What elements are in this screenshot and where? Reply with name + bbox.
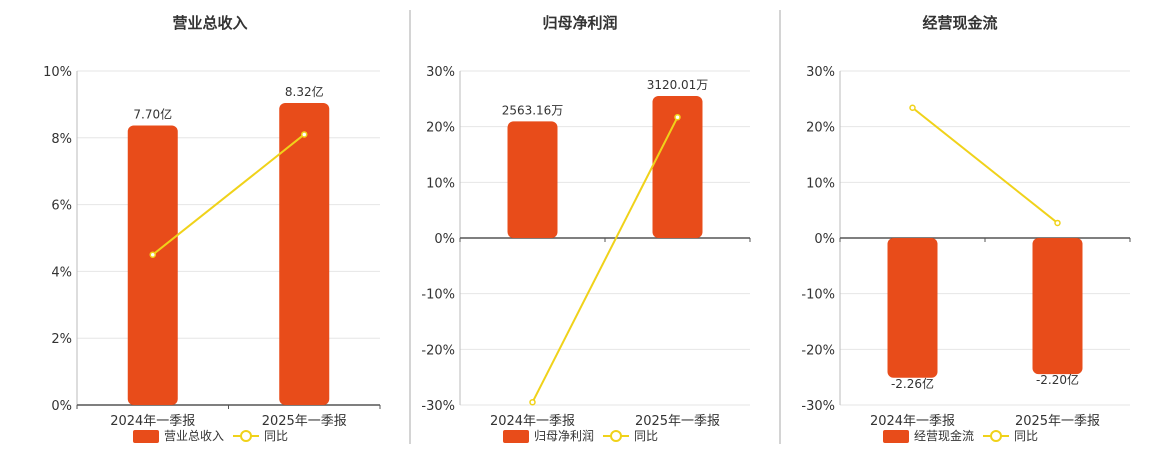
line-point [301,131,308,138]
line-series [911,106,1059,224]
y-tick-label: 10% [43,65,72,80]
y-tick-label: -10% [801,288,835,303]
y-tick-label: 30% [806,65,835,80]
legend-swatch-marker [610,430,622,442]
y-tick-label: 0% [51,399,72,414]
y-tick-label: -30% [801,399,835,414]
y-tick-label: 0% [434,232,455,247]
x-tick-label: 2025年一季报 [1015,414,1100,429]
legend-label: 营业总收入 [164,429,224,443]
data-label: 7.70亿 [133,106,172,121]
y-tick-label: 6% [51,199,72,214]
y-tick-label: 4% [51,265,72,280]
x-tick-label: 2025年一季报 [635,414,720,429]
data-label: 2563.16万 [502,103,564,117]
y-tick-label: 0% [814,232,835,247]
y-tick-label: 20% [806,121,835,136]
line-series [152,133,305,256]
y-tick-label: 10% [806,176,835,191]
legend-label: 经营现金流 [914,428,974,443]
bar [279,102,330,406]
x-tick-label: 2024年一季报 [870,414,955,429]
legend-label: 同比 [1014,429,1038,443]
data-label: -2.26亿 [891,376,934,391]
y-tick-label: -10% [421,288,455,303]
bar [127,125,178,406]
legend-swatch-marker [990,430,1002,442]
line-series [531,116,679,403]
line-point [674,113,681,121]
x-tick-label: 2024年一季报 [490,414,575,429]
data-label: -2.20亿 [1036,372,1079,387]
legend-swatch-bar [883,430,909,443]
x-tick-label: 2024年一季报 [110,414,195,429]
y-tick-label: -20% [421,343,455,358]
chart-title: 归母净利润 [542,14,617,32]
chart-title: 经营现金流 [922,14,997,32]
line-point [1054,219,1061,227]
legend-swatch-bar [133,430,159,443]
bar [652,96,703,238]
legend-label: 同比 [264,429,288,443]
line-point [529,398,536,406]
y-tick-label: 30% [426,65,455,80]
legend-label: 归母净利润 [534,429,594,443]
y-tick-label: 2% [51,332,72,347]
y-tick-label: -20% [801,343,835,358]
chart-title: 营业总收入 [172,14,247,32]
bar [887,238,938,378]
data-label: 8.32亿 [285,84,324,99]
legend-swatch-bar [503,430,529,443]
data-label: 3120.01万 [647,78,709,92]
legend-label: 同比 [634,429,658,443]
line-point [909,104,916,111]
line-point [149,251,156,258]
y-tick-label: -30% [421,399,455,414]
y-tick-label: 8% [51,132,72,147]
x-tick-label: 2025年一季报 [262,414,347,429]
legend-swatch-marker [240,430,252,442]
y-tick-label: 10% [426,176,455,191]
bar [507,121,558,238]
y-tick-label: 20% [426,121,455,136]
bar [1032,238,1083,375]
